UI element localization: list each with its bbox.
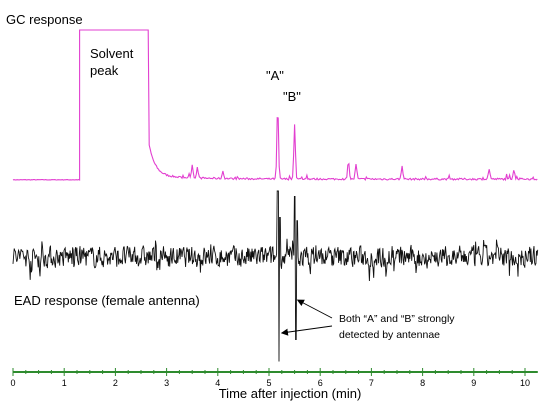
callout-arrow-a	[280, 325, 333, 336]
solvent-label-line2: peak	[90, 63, 119, 78]
x-axis-label: Time after injection (min)	[219, 386, 362, 401]
x-tick-label: 0	[10, 378, 15, 388]
x-tick-label: 6	[318, 378, 323, 388]
x-tick-label: 9	[471, 378, 476, 388]
peak-b-label: "B"	[283, 89, 301, 104]
solvent-label-line1: Solvent	[90, 46, 134, 61]
ead-title: EAD response (female antenna)	[14, 293, 200, 308]
x-tick-label: 8	[420, 378, 425, 388]
x-tick-label: 5	[266, 378, 271, 388]
x-tick-label: 7	[369, 378, 374, 388]
callout-line2: detected by antennae	[339, 329, 440, 341]
ead-response-line	[12, 190, 539, 362]
ead-trace-group	[12, 190, 539, 362]
gc-title: GC response	[6, 12, 83, 27]
x-tick-label: 2	[113, 378, 118, 388]
x-tick-label: 4	[215, 378, 220, 388]
x-axis: 0 1 2 3 4 5 6 7 8 9 10	[10, 368, 538, 388]
callout-arrows	[280, 299, 333, 336]
gc-trace-group	[12, 29, 538, 182]
callout-arrow-b	[296, 299, 333, 319]
peak-a-label: "A"	[266, 68, 284, 83]
gc-response-line	[12, 29, 538, 182]
x-tick-label: 3	[164, 378, 169, 388]
x-tick-label: 1	[62, 378, 67, 388]
callout-line1: Both “A” and “B” strongly	[339, 313, 455, 325]
x-tick-label: 10	[520, 378, 530, 388]
